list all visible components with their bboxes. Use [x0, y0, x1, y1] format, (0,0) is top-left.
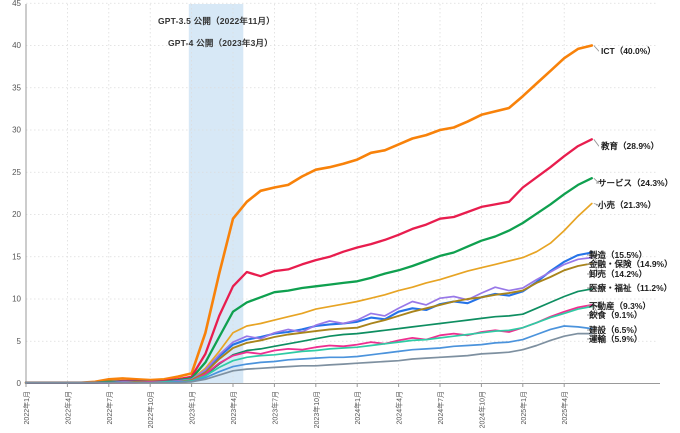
x-tick-label: 2023年10月: [312, 391, 321, 428]
y-tick-label: 10: [12, 295, 21, 304]
x-tick-label: 2023年7月: [270, 391, 279, 424]
x-tick-label: 2024年4月: [395, 391, 404, 424]
y-tick-label: 5: [17, 337, 22, 346]
series-label-construction: 建設（6.5%）: [588, 325, 642, 335]
x-tick-label: 2022年10月: [146, 391, 155, 428]
x-tick-label: 2025年1月: [519, 391, 528, 424]
x-tick-label: 2024年1月: [353, 391, 362, 424]
series-line-construction: [25, 325, 593, 384]
series-line-food-service: [25, 305, 593, 384]
y-tick-label: 30: [12, 126, 21, 135]
leader-line-food-service: [587, 306, 600, 316]
series-label-retail: 小売（21.3%）: [597, 200, 656, 210]
x-tick-label: 2022年7月: [105, 391, 114, 424]
y-tick-label: 0: [17, 379, 22, 388]
leader-line-transport: [587, 333, 600, 340]
x-tick-label: 2022年4月: [63, 391, 72, 424]
leader-line-finance-insurance: [587, 257, 600, 265]
x-tick-label: 2024年7月: [436, 391, 445, 424]
series-label-education: 教育（28.9%）: [600, 141, 659, 151]
series-label-transport: 運輸（5.9%）: [589, 334, 642, 344]
x-tick-label: 2023年4月: [229, 391, 238, 424]
series-label-services: サービス（24.3%）: [598, 178, 673, 188]
leader-line-retail: [593, 203, 599, 206]
leader-line-services: [593, 177, 600, 184]
series-label-wholesale: 卸売（14.2%）: [589, 269, 647, 279]
series-label-medical-welfare: 医療・福祉（11.2%）: [589, 283, 672, 293]
x-tick-label: 2023年1月: [188, 391, 197, 424]
series-label-finance-insurance: 金融・保険（14.9%）: [588, 259, 673, 269]
y-tick-label: 35: [12, 83, 21, 92]
gpt35-release-annotation: GPT-3.5 公開（2022年11月）: [158, 16, 275, 26]
x-tick-label: 2022年1月: [22, 391, 31, 424]
y-tick-label: 20: [12, 210, 21, 219]
leader-line-construction: [587, 328, 599, 331]
y-tick-label: 40: [12, 41, 21, 50]
series-line-manufacturing: [24, 251, 593, 384]
leader-line-medical-welfare: [587, 287, 599, 290]
leader-line-real-estate: [587, 304, 599, 307]
gpt4-release-annotation: GPT-4 公開（2023年3月）: [168, 38, 273, 48]
gpt-release-highlight-band: [188, 4, 244, 384]
series-label-food-service: 飲食（9.1%）: [588, 310, 642, 320]
series-line-finance-insurance: [25, 256, 593, 384]
series-line-wholesale: [25, 262, 593, 384]
x-tick-label: 2025年4月: [560, 391, 569, 424]
leader-line-manufacturing: [587, 252, 600, 256]
leader-line-education: [593, 139, 600, 147]
y-tick-label: 25: [12, 168, 21, 177]
series-label-manufacturing: 製造（15.5%）: [588, 250, 647, 260]
x-tick-label: 2024年10月: [477, 391, 486, 428]
series-line-transport: [25, 332, 593, 384]
series-label-real-estate: 不動産（9.3%）: [589, 301, 651, 311]
series-label-ict: ICT（40.0%）: [601, 46, 656, 56]
series-line-medical-welfare: [25, 288, 593, 384]
series-line-ict: [24, 44, 594, 385]
leader-line-wholesale: [587, 263, 600, 275]
leader-line-ict: [593, 45, 600, 52]
y-tick-label: 15: [12, 252, 21, 261]
y-tick-label: 45: [12, 0, 21, 8]
